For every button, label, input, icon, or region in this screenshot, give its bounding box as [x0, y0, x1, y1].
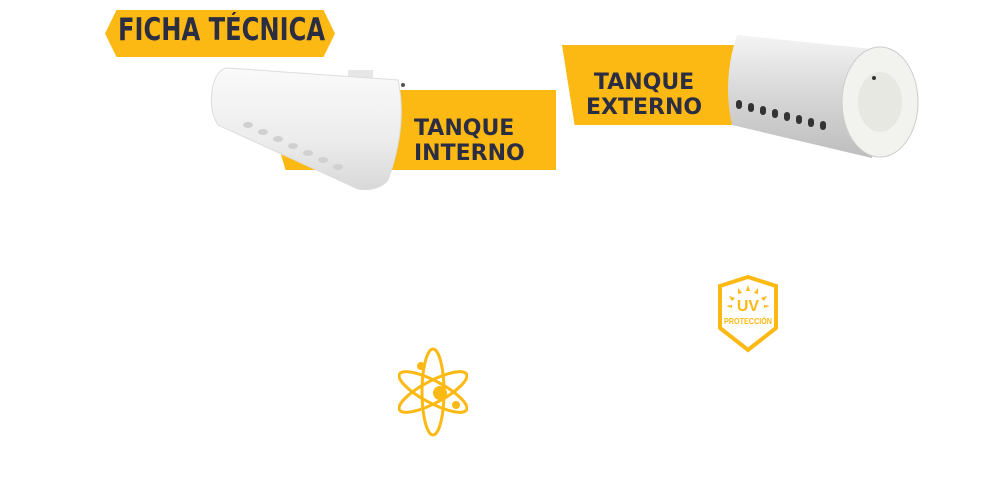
external-tank-image: [728, 35, 919, 158]
uv-subtext: PROTECCIÓN: [724, 317, 772, 326]
page-title: FICHA TÉCNICA: [118, 12, 326, 48]
label-line: TANQUE: [593, 70, 695, 95]
internal-tank-image: [210, 67, 405, 191]
uv-text: UV: [737, 298, 760, 315]
title-banner: [105, 10, 335, 57]
internal-tank-label: TANQUE INTERNO: [414, 116, 525, 166]
external-tank-banner: [562, 45, 742, 125]
label-line: EXTERNO: [586, 95, 703, 120]
atom-icon: [398, 347, 468, 437]
label-line: TANQUE: [414, 116, 515, 141]
label-line: INTERNO: [414, 141, 525, 166]
external-tank-label: TANQUE EXTERNO: [586, 70, 702, 120]
uv-shield-icon: UV PROTECCIÓN: [718, 274, 778, 353]
